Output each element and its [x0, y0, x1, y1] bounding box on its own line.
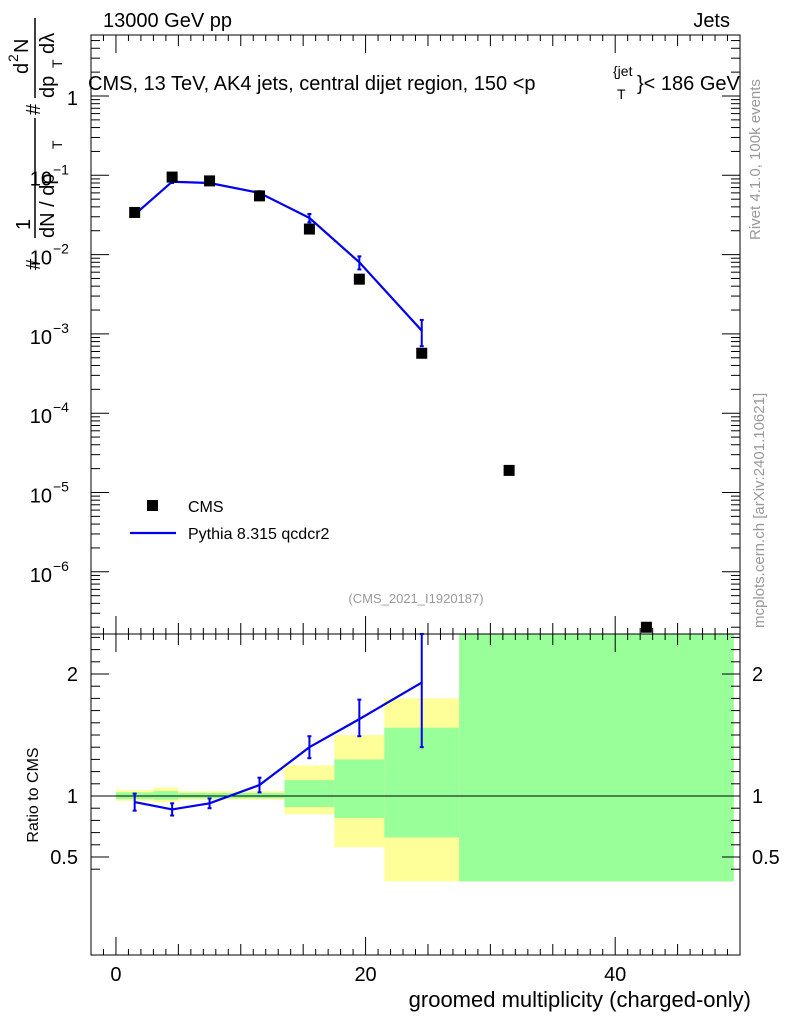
- ylabel-hash-1: #: [23, 258, 45, 270]
- header-left: 13000 GeV pp: [103, 10, 232, 32]
- main-ytick-label-base: 1: [67, 88, 78, 110]
- main-ytick-label-base: 10: [30, 406, 52, 428]
- cms-point: [503, 464, 515, 476]
- title-tail: }< 186 GeV: [637, 73, 741, 95]
- main-ytick-label-exp: −6: [53, 558, 69, 574]
- main-ytick-label: 10 −6: [30, 558, 69, 587]
- xtick-label: 40: [604, 964, 626, 986]
- main-ytick-label-exp: −4: [53, 399, 69, 415]
- ylabel-dpt-sub: T: [49, 59, 65, 68]
- title-superscript: {jet: [613, 63, 633, 79]
- ylabel-numerator-sup: 2: [5, 54, 21, 62]
- main-ytick-label-base: 10: [30, 327, 52, 349]
- xtick-label: 20: [354, 964, 376, 986]
- main-ytick-label-exp: −2: [53, 241, 69, 257]
- ratio-ytick-label-right: 1: [752, 786, 763, 808]
- rivet-label: Rivet 4.1.0, 100k events: [747, 79, 764, 240]
- ylabel-hash-2: #: [23, 103, 45, 115]
- chart-title: CMS, 13 TeV, AK4 jets, central dijet reg…: [88, 73, 536, 95]
- mcplots-label: mcplots.cern.ch [arXiv:2401.10621]: [751, 393, 768, 628]
- ylabel-denominator-sub: T: [49, 140, 65, 149]
- ratio-ytick-label-left: 0.5: [50, 847, 78, 869]
- ratio-ytick-label-right: 0.5: [752, 847, 780, 869]
- ylabel-numerator-n: N: [11, 39, 33, 53]
- cms-point: [166, 171, 178, 183]
- ratio-series: [132, 633, 424, 817]
- legend-pythia-label: Pythia 8.315 qcdcr2: [188, 526, 330, 543]
- main-ytick-label-exp: −1: [53, 161, 69, 177]
- main-ytick-label: 10 −4: [30, 399, 69, 428]
- ratio-uncertainty-bands: [115, 634, 734, 882]
- ylabel-dpt: dp: [37, 76, 59, 98]
- title-subscript: T: [617, 86, 626, 102]
- cms-point: [204, 175, 216, 187]
- cms-point: [129, 206, 141, 218]
- analysis-tag: (CMS_2021_I1920187): [348, 591, 483, 606]
- main-ytick-label-exp: −3: [53, 320, 69, 336]
- ylabel-dlambda: dλ: [37, 33, 59, 54]
- main-ytick-label: 1: [67, 88, 78, 110]
- main-ytick-label-exp: −5: [53, 479, 69, 495]
- cms-point: [640, 621, 652, 633]
- ratio-ytick-label-right: 2: [752, 664, 763, 686]
- legend: CMS Pythia 8.315 qcdcr2: [130, 499, 330, 543]
- legend-cms-label: CMS: [188, 499, 224, 516]
- ratio-band-green: [284, 780, 335, 807]
- main-ytick-label-base: 10: [30, 486, 52, 508]
- ratio-band-green: [153, 791, 179, 800]
- main-series: [129, 171, 652, 633]
- ratio-ytick-label-left: 2: [67, 664, 78, 686]
- main-ytick-label: 10 −2: [30, 241, 69, 270]
- main-axes: 10 −610 −510 −410 −310 −210 −11: [30, 35, 741, 634]
- ratio-band-green: [334, 759, 385, 818]
- main-ytick-label-base: 10: [30, 565, 52, 587]
- xtick-label: 0: [110, 964, 121, 986]
- title-main: CMS, 13 TeV, AK4 jets, central dijet reg…: [88, 73, 536, 95]
- xlabel: groomed multiplicity (charged-only): [409, 987, 751, 1012]
- main-ytick-label: 10 −5: [30, 479, 69, 508]
- main-ytick-label: 10 −3: [30, 320, 69, 349]
- ratio-band-green: [459, 634, 734, 882]
- ylabel-one: 1: [13, 219, 35, 230]
- ratio-ytick-label-left: 1: [67, 786, 78, 808]
- cms-point: [416, 347, 428, 359]
- ratio-ylabel: Ratio to CMS: [25, 747, 42, 842]
- ylabel-denominator: dN / dp: [37, 174, 59, 238]
- cms-point: [253, 190, 265, 202]
- cms-point: [353, 273, 365, 285]
- top-panel-backgrounds: [91, 35, 740, 634]
- main-ylabel: # 1 dN / dp T # d 2 N dp T dλ: [5, 18, 65, 270]
- header-right: Jets: [693, 10, 730, 32]
- ylabel-numerator-d: d: [11, 63, 33, 74]
- ratio-axes: 0.5 0.51 12 20 20 40: [50, 634, 780, 986]
- cms-point: [303, 223, 315, 235]
- legend-cms-marker: [147, 500, 158, 511]
- main-ytick-label-base: 10: [30, 248, 52, 270]
- main-panel-area: [91, 35, 740, 634]
